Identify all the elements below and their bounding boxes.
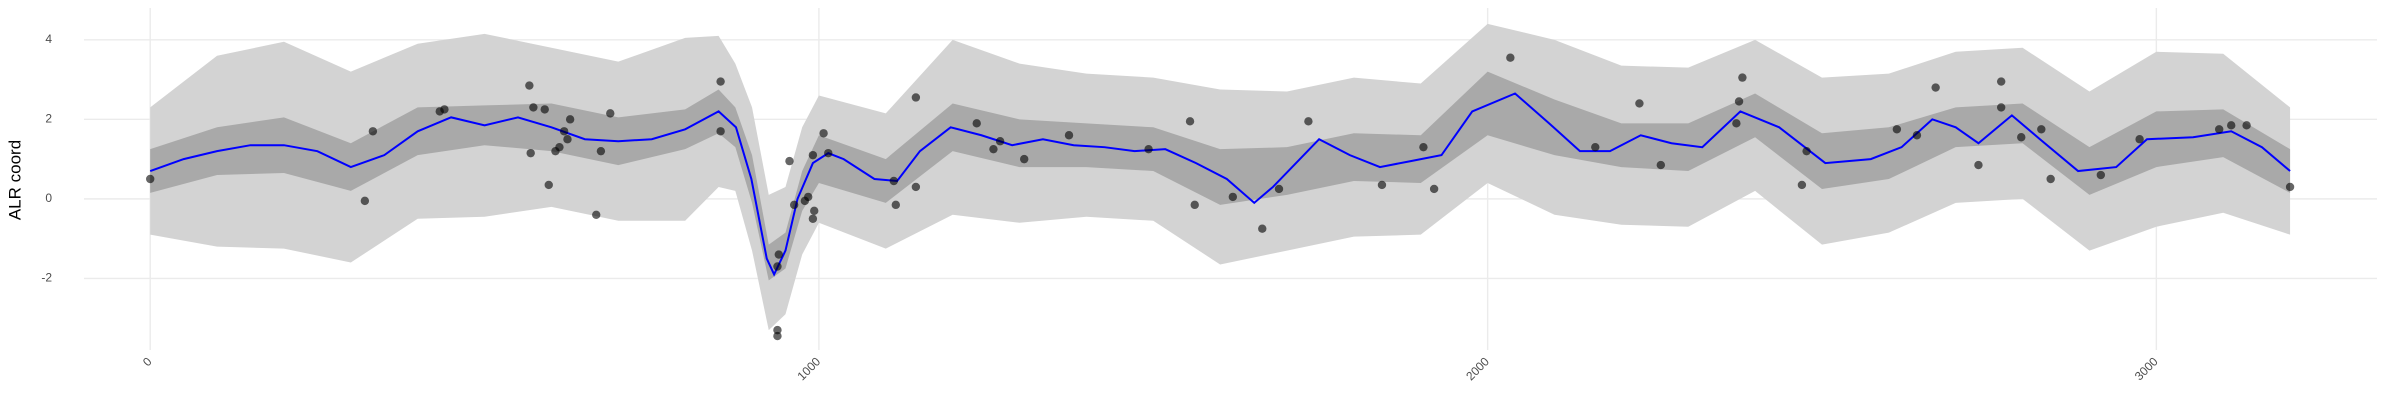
data-point: [774, 250, 783, 259]
data-point: [1996, 103, 2006, 112]
data-point: [773, 325, 782, 335]
data-point: [1185, 117, 1195, 126]
data-point: [1377, 180, 1387, 190]
data-point: [995, 137, 1005, 146]
data-point: [606, 109, 615, 118]
data-point: [819, 129, 828, 138]
data-point: [2096, 170, 2106, 180]
data-point: [1228, 192, 1238, 202]
data-point: [2037, 125, 2046, 134]
data-point: [1797, 180, 1807, 190]
data-point: [716, 127, 725, 136]
data-point: [891, 200, 901, 210]
x-tick-label: 0: [140, 354, 155, 369]
data-point: [525, 81, 534, 90]
data-point: [2214, 125, 2224, 134]
data-point: [555, 142, 564, 152]
data-point: [1996, 77, 2006, 86]
data-point: [773, 331, 782, 341]
data-point: [2285, 182, 2295, 192]
data-point: [773, 262, 782, 271]
x-tick-label: 1000: [794, 354, 823, 383]
data-point: [1656, 160, 1666, 170]
data-point: [2017, 133, 2026, 142]
data-point: [596, 146, 606, 156]
data-point: [1734, 97, 1744, 106]
data-point: [911, 93, 921, 102]
data-point: [785, 156, 794, 166]
data-point: [2242, 121, 2251, 130]
data-point: [544, 180, 553, 190]
data-point: [1258, 224, 1267, 233]
data-point: [2046, 174, 2055, 184]
data-point: [804, 192, 813, 202]
data-point: [1974, 160, 1983, 170]
data-point: [808, 150, 818, 160]
mean-line: [149, 92, 2291, 277]
data-point: [360, 196, 370, 206]
data-point: [716, 77, 725, 86]
data-point: [1429, 184, 1439, 194]
data-point: [1144, 144, 1153, 154]
y-tick-label: 4: [45, 32, 52, 46]
data-point: [540, 105, 549, 114]
data-point: [810, 206, 819, 216]
data-point: [440, 105, 449, 114]
x-tick-label: 2000: [1463, 354, 1492, 383]
data-point: [1635, 99, 1644, 108]
data-point: [824, 148, 833, 158]
data-point: [1064, 131, 1074, 140]
data-point: [1419, 142, 1428, 152]
data-point: [2135, 135, 2144, 144]
data-point: [1738, 73, 1747, 82]
data-point: [1732, 119, 1741, 128]
data-point: [1931, 83, 1940, 92]
data-point: [1274, 184, 1284, 194]
data-point: [972, 119, 981, 128]
data-point: [889, 176, 899, 186]
data-point: [146, 174, 155, 184]
data-point: [368, 127, 378, 136]
y-tick-label: -2: [41, 271, 52, 285]
data-point: [559, 127, 569, 136]
data-point: [1020, 154, 1029, 164]
data-point: [1591, 142, 1600, 152]
data-point: [1304, 117, 1313, 126]
y-tick-label: 0: [45, 191, 52, 205]
data-point: [592, 210, 601, 219]
data-point: [1912, 131, 1922, 140]
data-point: [2227, 121, 2236, 130]
data-point: [1190, 200, 1199, 210]
y-tick-label: 2: [45, 112, 52, 126]
data-point: [1892, 125, 1902, 134]
y-axis-title: ALR coord: [5, 140, 24, 220]
data-point: [526, 148, 535, 158]
data-point: [989, 144, 998, 154]
data-point: [789, 200, 799, 210]
data-point: [565, 115, 575, 124]
data-point: [808, 214, 818, 223]
data-point: [1802, 146, 1811, 156]
x-tick-label: 3000: [2132, 354, 2161, 383]
data-point: [911, 182, 921, 192]
data-point: [1506, 53, 1515, 62]
data-point: [563, 135, 572, 144]
data-point: [529, 103, 538, 112]
